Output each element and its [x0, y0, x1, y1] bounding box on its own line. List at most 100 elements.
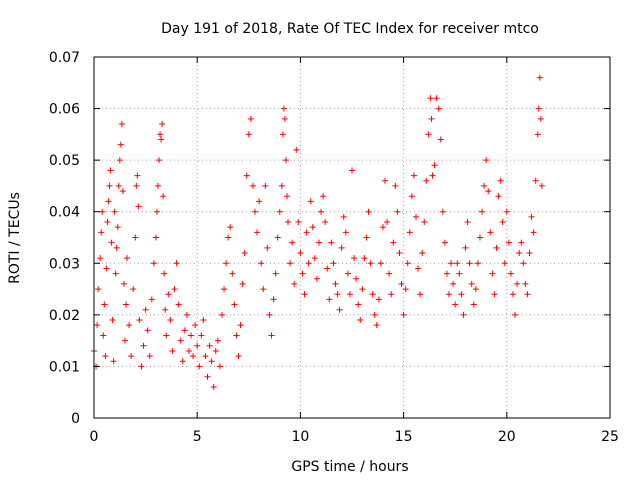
data-point — [353, 275, 360, 282]
x-tick-label: 10 — [291, 429, 309, 445]
data-point — [433, 95, 440, 102]
data-point — [116, 157, 123, 164]
data-point — [342, 229, 349, 236]
data-point — [384, 219, 391, 226]
data-point — [198, 332, 205, 339]
data-point — [528, 213, 535, 220]
data-point — [367, 260, 374, 267]
data-point — [299, 270, 306, 277]
data-point — [330, 260, 337, 267]
data-point — [112, 270, 119, 277]
data-point — [406, 229, 413, 236]
data-point — [117, 141, 124, 148]
data-point — [320, 193, 327, 200]
x-tick-label: 15 — [395, 429, 413, 445]
data-point — [133, 182, 140, 189]
data-point — [225, 234, 232, 241]
data-point — [279, 131, 286, 138]
grid — [94, 57, 610, 418]
data-point — [512, 311, 519, 318]
data-point — [536, 74, 543, 81]
data-point — [107, 167, 114, 174]
data-point — [369, 291, 376, 298]
data-point — [338, 244, 345, 251]
data-point — [474, 260, 481, 267]
data-point — [324, 265, 331, 272]
data-point — [99, 208, 106, 215]
data-point — [377, 260, 384, 267]
data-points — [91, 74, 545, 391]
y-tick-label: 0.07 — [49, 50, 80, 66]
data-point — [408, 193, 415, 200]
data-point — [132, 234, 139, 241]
data-point — [280, 105, 287, 112]
data-point — [152, 234, 159, 241]
data-point — [297, 249, 304, 256]
x-axis-label: GPS time / hours — [291, 459, 408, 475]
data-point — [293, 146, 300, 153]
data-point — [501, 260, 508, 267]
data-point — [140, 342, 147, 349]
y-tick-label: 0.02 — [49, 308, 80, 324]
data-point — [363, 234, 370, 241]
data-point — [202, 353, 209, 360]
data-point — [295, 219, 302, 226]
data-point — [497, 177, 504, 184]
data-point — [388, 291, 395, 298]
data-point — [110, 358, 117, 365]
data-point — [507, 270, 514, 277]
data-point — [487, 229, 494, 236]
data-point — [105, 198, 112, 205]
data-point — [268, 332, 275, 339]
data-point — [452, 301, 459, 308]
data-point — [111, 208, 118, 215]
data-point — [326, 296, 333, 303]
data-point — [163, 332, 170, 339]
data-point — [233, 332, 240, 339]
data-point — [167, 317, 174, 324]
data-point — [210, 384, 217, 391]
data-point — [108, 239, 115, 246]
data-point — [332, 280, 339, 287]
data-point — [254, 229, 261, 236]
data-point — [429, 172, 436, 179]
data-point — [264, 244, 271, 251]
data-point — [256, 198, 263, 205]
y-tick-label: 0 — [71, 411, 80, 427]
data-point — [448, 260, 455, 267]
data-point — [530, 229, 537, 236]
data-point — [390, 239, 397, 246]
data-point — [120, 280, 127, 287]
data-point — [161, 270, 168, 277]
data-point — [340, 213, 347, 220]
data-point — [537, 115, 544, 122]
data-point — [359, 286, 366, 293]
x-tick-label: 20 — [498, 429, 516, 445]
data-point — [115, 182, 122, 189]
data-point — [427, 95, 434, 102]
data-point — [361, 255, 368, 262]
data-point — [146, 353, 153, 360]
data-point — [379, 224, 386, 231]
data-point — [472, 286, 479, 293]
data-point — [154, 182, 161, 189]
data-point — [185, 347, 192, 354]
data-point — [289, 239, 296, 246]
data-point — [128, 353, 135, 360]
data-point — [431, 162, 438, 169]
data-point — [441, 239, 448, 246]
data-point — [274, 234, 281, 241]
data-point — [227, 224, 234, 231]
data-point — [535, 105, 542, 112]
data-point — [355, 301, 362, 308]
data-point — [479, 208, 486, 215]
data-point — [245, 131, 252, 138]
x-tick-label: 5 — [193, 429, 202, 445]
data-point — [412, 213, 419, 220]
data-point — [260, 286, 267, 293]
data-point — [421, 219, 428, 226]
data-point — [276, 208, 283, 215]
data-point — [301, 291, 308, 298]
data-point — [458, 291, 465, 298]
